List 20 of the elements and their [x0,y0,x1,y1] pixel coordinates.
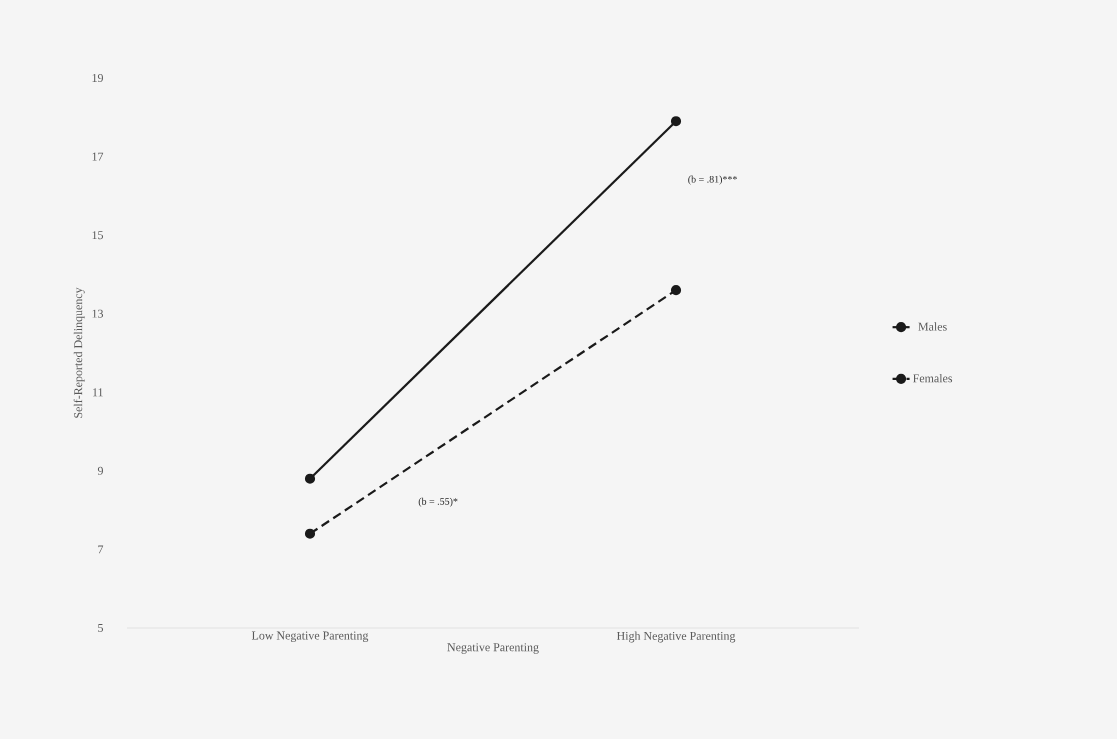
legend-label: Females [913,373,953,383]
y-tick-label: 11 [93,388,103,397]
x-axis-title: Negative Parenting [447,643,539,654]
x-tick-label: Low Negative Parenting [251,631,369,643]
y-tick-label: 15 [92,231,104,240]
point [670,285,682,296]
x-tick-label: High Negative Parenting [616,631,736,643]
y-tick-label: 13 [92,309,104,318]
y-tick-label: 17 [92,152,104,161]
y-tick-label: 7 [98,545,104,554]
point [304,473,316,484]
y-tick-label: 5 [98,624,104,632]
annotation: (b = .81)*** [688,175,737,185]
point [304,528,316,539]
legend-label: Males [918,322,947,331]
point [670,116,682,127]
y-tick-label: 19 [92,73,103,82]
y-tick-label: 9 [97,466,103,475]
annotation: (b = .55)* [418,497,458,507]
y-axis-title: Self-Reported Delinquency [73,287,85,418]
